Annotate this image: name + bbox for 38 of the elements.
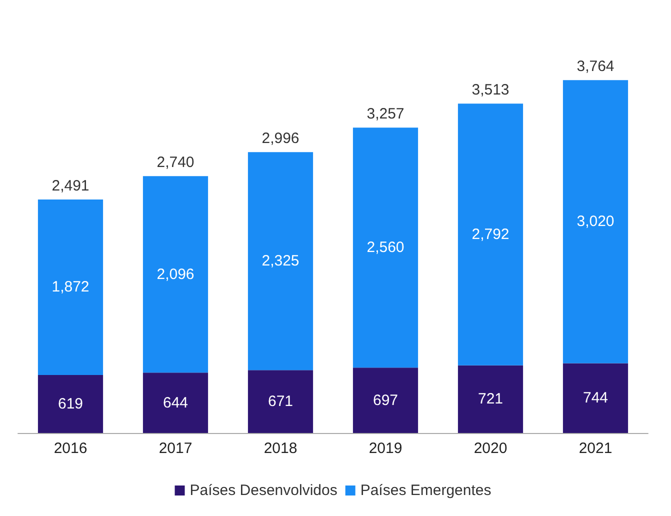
data-label: 2,792: [472, 226, 510, 244]
data-label: 721: [478, 390, 504, 408]
data-label: 744: [582, 390, 608, 407]
data-label: 2,560: [366, 239, 404, 256]
bar: [248, 370, 314, 433]
bar: [142, 372, 208, 433]
x-tick-label: 2016: [54, 440, 88, 457]
x-tick-label: 2019: [368, 440, 402, 457]
bar: [562, 363, 628, 433]
x-tick-label: 2018: [264, 440, 298, 457]
total-label: 2,491: [52, 177, 90, 194]
data-label: 2,325: [262, 252, 300, 270]
bar: [38, 199, 104, 375]
legend-label: Países Emergentes: [360, 482, 492, 499]
bar: [38, 374, 104, 433]
bar: [458, 365, 524, 433]
bar: [142, 176, 208, 373]
bar: [458, 104, 524, 366]
data-label: 644: [162, 394, 188, 412]
total-label: 2,740: [156, 154, 194, 172]
data-label: 2,096: [156, 266, 194, 283]
legend-label: Países Desenvolvidos: [190, 482, 338, 499]
bar: [352, 128, 418, 368]
data-label: 1,872: [52, 278, 90, 296]
data-label: 619: [58, 395, 84, 412]
x-tick-label: 2021: [578, 440, 612, 457]
total-label: 2,996: [262, 130, 300, 148]
bar: [248, 152, 314, 370]
total-label: 3,764: [576, 58, 614, 76]
data-label: 3,020: [576, 213, 614, 230]
x-tick-label: 2017: [158, 440, 192, 457]
data-label: 671: [268, 393, 294, 410]
bar: [352, 368, 418, 433]
total-label: 3,513: [472, 82, 510, 99]
total-label: 3,257: [366, 106, 404, 123]
data-label: 697: [372, 392, 398, 409]
bar: [562, 80, 628, 364]
x-tick-label: 2020: [474, 440, 508, 457]
